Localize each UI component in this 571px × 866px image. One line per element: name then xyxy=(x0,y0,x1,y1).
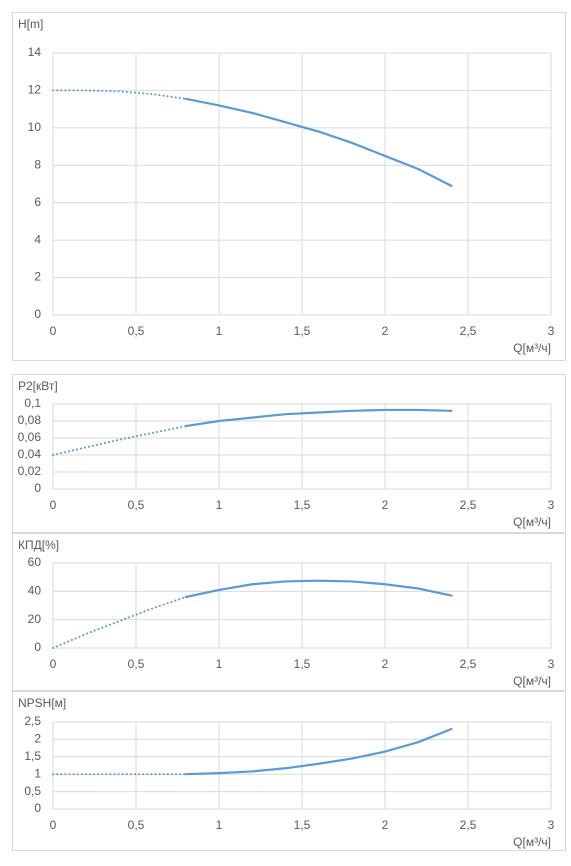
x-axis-title: Q[м³/ч] xyxy=(513,674,551,688)
x-tick-label: 1,5 xyxy=(294,498,311,512)
x-tick-label: 0,5 xyxy=(128,324,145,338)
x-tick-label: 3 xyxy=(548,818,555,832)
chart-panel xyxy=(12,533,566,691)
x-tick-label: 3 xyxy=(548,657,555,671)
x-tick-label: 2 xyxy=(382,324,389,338)
x-tick-label: 2,5 xyxy=(460,657,477,671)
y-axis-title: КПД[%] xyxy=(18,538,59,552)
y-tick-label: 0,08 xyxy=(18,413,42,427)
x-tick-label: 1,5 xyxy=(294,657,311,671)
x-tick-label: 0 xyxy=(50,657,57,671)
x-tick-label: 1,5 xyxy=(294,818,311,832)
series-line xyxy=(184,727,453,776)
x-axis-title: Q[м³/ч] xyxy=(513,341,551,355)
x-tick-label: 2 xyxy=(382,818,389,832)
y-tick-label: 20 xyxy=(28,612,42,626)
x-tick-label: 0,5 xyxy=(128,657,145,671)
y-tick-label: 10 xyxy=(28,120,42,134)
y-tick-label: 0,5 xyxy=(24,784,41,798)
x-tick-label: 1,5 xyxy=(294,324,311,338)
series-line xyxy=(52,89,187,100)
chart-panel xyxy=(12,12,566,361)
x-axis-title: Q[м³/ч] xyxy=(513,835,551,849)
y-tick-label: 0 xyxy=(34,801,41,815)
y-axis-title: H[m] xyxy=(18,17,43,31)
x-tick-label: 2,5 xyxy=(460,498,477,512)
y-tick-label: 40 xyxy=(28,584,42,598)
y-tick-label: 0,06 xyxy=(18,430,42,444)
x-tick-label: 0 xyxy=(50,324,57,338)
y-tick-label: 0,1 xyxy=(24,396,41,410)
y-axis-title: NPSH[м] xyxy=(18,696,66,710)
y-tick-label: 2,5 xyxy=(24,714,41,728)
y-tick-label: 4 xyxy=(34,232,41,246)
y-tick-label: 0 xyxy=(34,481,41,495)
y-tick-label: 12 xyxy=(28,83,42,97)
series-line xyxy=(52,596,187,649)
x-tick-label: 1 xyxy=(216,498,223,512)
chart-panel xyxy=(12,691,566,851)
x-tick-label: 2,5 xyxy=(460,818,477,832)
y-tick-label: 0 xyxy=(34,640,41,654)
x-tick-label: 3 xyxy=(548,324,555,338)
x-tick-label: 0 xyxy=(50,498,57,512)
x-tick-label: 2 xyxy=(382,498,389,512)
x-tick-label: 0,5 xyxy=(128,818,145,832)
y-tick-label: 0 xyxy=(34,307,41,321)
series-line xyxy=(184,97,453,187)
x-tick-label: 2 xyxy=(382,657,389,671)
x-tick-label: 1 xyxy=(216,324,223,338)
y-tick-label: 1,5 xyxy=(24,749,41,763)
y-axis-title: P2[кВт] xyxy=(18,379,58,393)
y-tick-label: 14 xyxy=(28,45,42,59)
y-tick-label: 0,02 xyxy=(18,464,42,478)
y-tick-label: 2 xyxy=(34,732,41,746)
y-tick-label: 60 xyxy=(28,555,42,569)
x-tick-label: 0 xyxy=(50,818,57,832)
x-tick-label: 3 xyxy=(548,498,555,512)
y-tick-label: 6 xyxy=(34,195,41,209)
x-tick-label: 1 xyxy=(216,818,223,832)
x-tick-label: 2,5 xyxy=(460,324,477,338)
y-tick-label: 1 xyxy=(34,766,41,780)
x-axis-title: Q[м³/ч] xyxy=(513,515,551,529)
y-tick-label: 2 xyxy=(34,270,41,284)
series-line xyxy=(184,408,453,428)
chart-panel xyxy=(12,374,566,533)
x-tick-label: 0,5 xyxy=(128,498,145,512)
series-line xyxy=(184,579,453,599)
y-tick-label: 8 xyxy=(34,157,41,171)
y-tick-label: 0,04 xyxy=(18,447,42,461)
x-tick-label: 1 xyxy=(216,657,223,671)
